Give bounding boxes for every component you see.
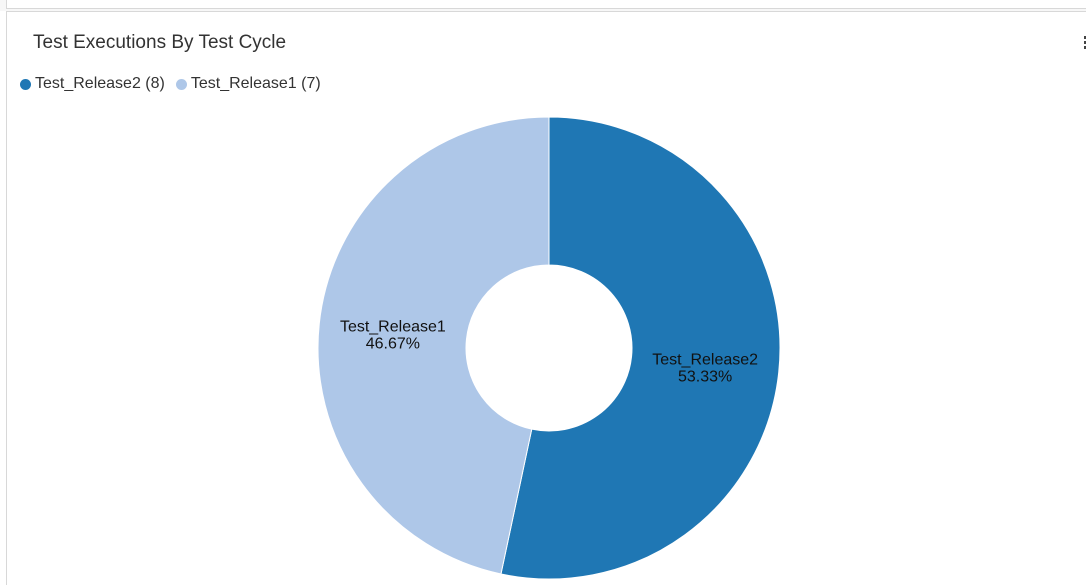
- chart-legend: Test_Release2 (8) Test_Release1 (7): [20, 75, 332, 93]
- slice-name-label: Test_Release1: [340, 319, 446, 336]
- legend-label: Test_Release1 (7): [190, 75, 321, 92]
- legend-item-release2[interactable]: Test_Release2 (8): [20, 75, 165, 93]
- legend-item-release1[interactable]: Test_Release1 (7): [175, 75, 321, 93]
- slice-percent-label: 53.33%: [678, 368, 732, 385]
- donut-slice-test_release2[interactable]: [500, 116, 781, 580]
- slice-name-label: Test_Release2: [652, 351, 758, 368]
- legend-marker-icon: [20, 78, 31, 90]
- slice-percent-label: 46.67%: [366, 336, 420, 353]
- donut-slice-test_release1[interactable]: [317, 116, 550, 575]
- legend-marker-icon: [175, 78, 187, 90]
- vertical-dots-icon[interactable]: [1084, 36, 1086, 50]
- previous-panel-edge: [6, 0, 1086, 9]
- top-strip: [0, 0, 1086, 11]
- panel-title: Test Executions By Test Cycle: [33, 32, 287, 53]
- legend-label: Test_Release2 (8): [35, 75, 165, 92]
